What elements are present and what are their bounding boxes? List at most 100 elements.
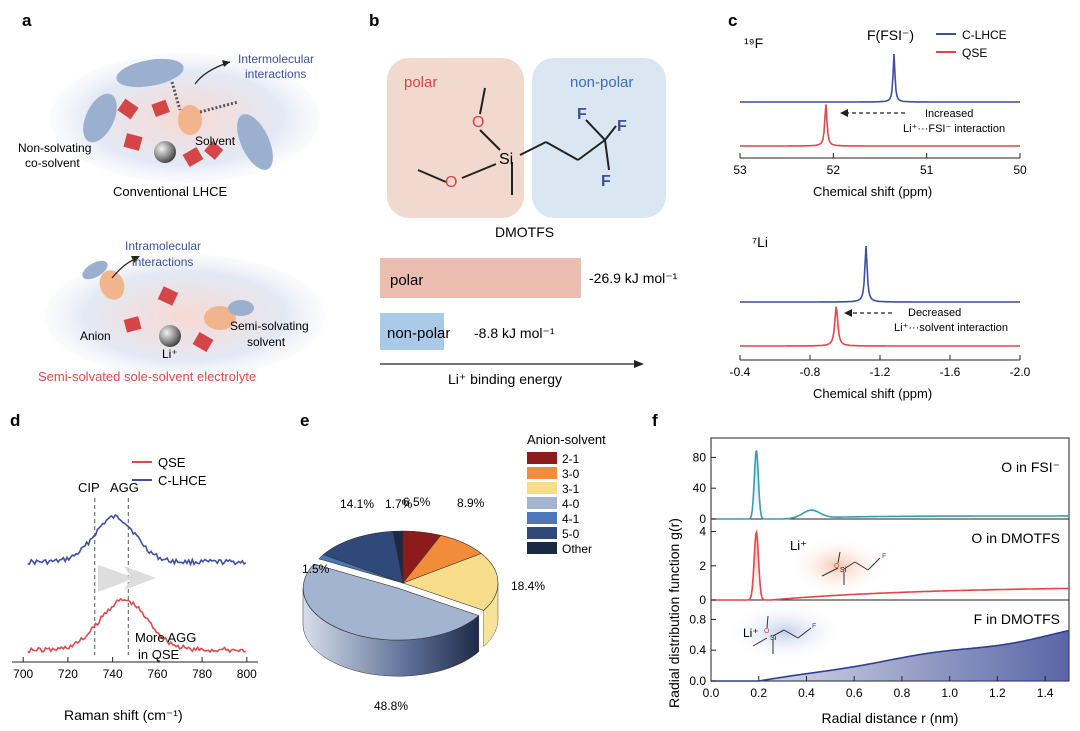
x-19f-tick-label: 50 [1013,163,1027,177]
label-non-solvating: Non-solvating [18,141,91,155]
rdf-curve-f-dmotfs [711,629,1070,682]
panel-label-f: f [652,411,658,430]
bar-polar [380,258,581,298]
y-tick-label: 0.0 [689,674,706,688]
y-tick-label: 0 [699,593,706,607]
x-raman-tick-label: 700 [13,667,33,681]
x-rdf-tick-label: 0.4 [798,686,815,700]
polar-label: polar [404,74,437,91]
nucleus-19f: ¹⁹F [744,35,763,51]
li-ion [154,141,176,163]
label-solvent: solvent [247,335,286,349]
rdf-fill-f-dmotfs [711,630,1069,681]
peak-label-fsi: F(FSI⁻) [867,27,914,43]
label-anion: Anion [80,329,111,343]
x-label-raman: Raman shift (cm⁻¹) [64,707,183,723]
label-li: Li⁺ [162,347,178,361]
x-raman-tick-label: 780 [192,667,212,681]
panel-b: b polar non-polar O O Si F F F DMOTFS po… [369,11,678,387]
qse-spectrum-19f [740,104,1020,147]
li-ion [159,325,181,347]
legend-swatch-3-1 [527,482,557,494]
atom-f: F [601,173,611,190]
anion [192,331,214,353]
interaction-line [170,81,182,111]
c-lhce-spectrum-19f [740,53,1020,103]
glow-orange [788,536,888,596]
legend-label-2-1: 2-1 [562,452,580,466]
rdf-curve-o-fsi [711,450,1069,520]
y-tick-label: 0 [699,512,706,526]
label-semi-solvating: Semi-solvating [230,319,309,333]
anion [204,140,224,160]
label-intermolecular: Intermolecular [238,52,314,66]
nonpolar-region [532,58,666,218]
x-ticks-raman: 700 720 740 760 780 800 [13,657,257,681]
y-tick-label: 0.4 [689,643,706,657]
pie-value-label-2-1: 6.5% [403,495,431,509]
legend-label-3-1: 3-1 [562,482,580,496]
mini-molecule [752,615,812,654]
interaction-line [199,100,239,114]
x-rdf-tick-label: 1.4 [1037,686,1054,700]
c-lhce-raman [27,513,247,567]
panel-d: d QSE C-LHCE CIP AGG More AGG in QSE 700… [10,411,258,723]
solvent-head [204,306,236,330]
bar-nonpolar-label: non-polar [387,325,450,342]
rdf-subplot-frame [710,437,1070,520]
legend-swatch-3-0 [527,467,557,479]
legend-qse: QSE [962,46,987,60]
vline-label-agg: AGG [110,480,139,495]
legend-qse: QSE [158,455,186,470]
annotation-increased: Increased [925,108,973,120]
bar-nonpolar-value: -8.8 kJ mol⁻¹ [474,325,555,341]
panel-label-e: e [300,411,309,430]
energy-axis-label: Li⁺ binding energy [448,371,562,387]
pie-value-label-Other: 1.7% [385,497,413,511]
label-interactions: interactions [132,255,193,269]
x-19f-tick-label: 52 [827,163,841,177]
rdf-label-o-fsi: O in FSI⁻ [1001,459,1060,475]
pie-value-label-4-0: 48.8% [374,699,408,713]
legend-swatch-5-0 [527,527,557,539]
label-co-solvent: co-solvent [25,156,80,170]
anion [123,133,143,151]
legend-label-3-0: 3-0 [562,467,580,481]
panel-e: e Anion-solvent 2-13-03-14-04-15-0Other … [300,411,606,713]
caption-semi-solvated: Semi-solvated sole-solvent electrolyte [38,369,256,384]
x-19f-tick-label: 51 [920,163,934,177]
caption-conventional-lhce: Conventional LHCE [113,184,228,199]
y-tick-label: 4 [699,525,706,539]
atom-si: Si [499,151,513,168]
legend-label-4-0: 4-0 [562,497,580,511]
qse-raman [27,597,247,654]
pie-slice-Other [392,530,404,584]
dmotfs-skeleton [417,87,617,195]
rdf-fill-o-dmotfs [711,532,1069,600]
pie-value-label-4-1: 1.5% [302,562,330,576]
arrow-head [131,256,140,263]
panel-label-d: d [10,411,20,430]
y-tick-label: 40 [693,481,707,495]
x-rdf-tick-label: 0.0 [703,686,720,700]
solvent-head [99,270,125,300]
x-rdf-tick-label: 0.8 [894,686,911,700]
label-solvent: Solvent [195,134,236,148]
legend-clhce: C-LHCE [962,28,1007,42]
anion [123,316,142,333]
anion [182,146,204,168]
x-label-7li: Chemical shift (ppm) [813,386,932,401]
pie-value-label-5-0: 14.1% [340,497,374,511]
co-solvent-molecule [83,93,117,143]
x-raman-tick-label: 800 [237,667,257,681]
x-label-19f: Chemical shift (ppm) [813,184,932,199]
legend-swatch-4-0 [527,497,557,509]
pie-value-label-3-0: 8.9% [457,496,485,510]
vline-label-cip: CIP [78,480,100,495]
x-7li-tick-label: -0.8 [800,365,821,379]
legend-clhce: C-LHCE [158,473,207,488]
solvent-tail [82,260,108,280]
x-7li-tick-label: -2.0 [1010,365,1031,379]
annotation-fsi-interaction: Li⁺···FSI⁻ interaction [903,123,1005,135]
